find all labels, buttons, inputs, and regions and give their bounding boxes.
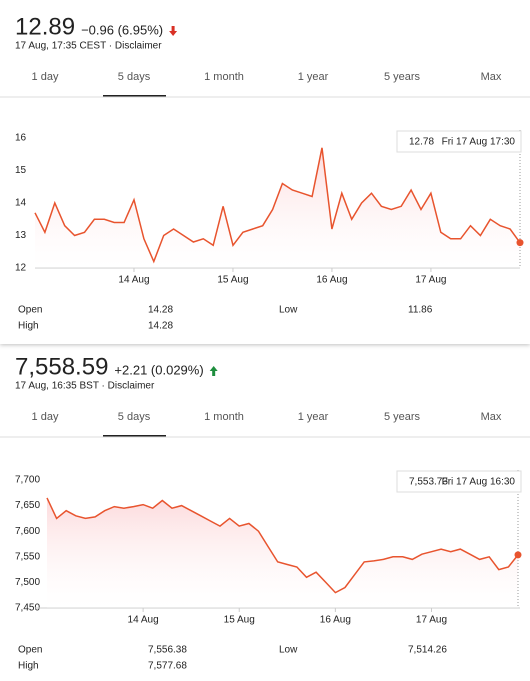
stat-label: Low (279, 305, 298, 316)
tab[interactable]: 5 years (384, 411, 421, 423)
y-tick-label: 7,700 (15, 475, 40, 486)
area-fill (47, 497, 518, 608)
change-arrow (169, 26, 178, 36)
price-change: +2.21 (0.029%) (114, 362, 203, 377)
stat-value: 14.28 (148, 321, 173, 332)
tab[interactable]: 5 years (384, 71, 421, 83)
tab[interactable]: Max (481, 411, 502, 423)
price-line (46, 497, 519, 594)
area-fill (35, 147, 520, 268)
tab[interactable]: 5 days (118, 411, 151, 423)
stat-label: Open (18, 305, 42, 316)
price: 7,558.59 (15, 353, 108, 380)
price-line (34, 147, 521, 264)
timestamp: 17 Aug, 17:35 CEST · Disclaimer (15, 41, 162, 52)
x-tick-label: 15 Aug (224, 615, 255, 626)
stock-widget: 7,558.59 +2.21 (0.029%) 17 Aug, 16:35 BST … (0, 353, 530, 672)
end-dot (514, 551, 522, 559)
x-tick-label: 14 Aug (118, 275, 149, 286)
y-tick-label: 14 (15, 198, 27, 209)
tooltip (396, 130, 522, 153)
y-tick-label: 7,600 (15, 526, 40, 537)
timestamp: 17 Aug, 16:35 BST · Disclaimer (15, 381, 155, 392)
tab[interactable]: 1 month (204, 71, 244, 83)
tab[interactable]: Max (481, 71, 502, 83)
stat-label: Low (279, 645, 298, 656)
tooltip (396, 470, 522, 493)
change-arrow (209, 366, 218, 376)
tooltip-time: Fri 17 Aug 16:30 (442, 477, 516, 488)
tab[interactable]: 1 month (204, 411, 244, 423)
tab[interactable]: 1 day (32, 411, 59, 423)
y-tick-label: 7,650 (15, 500, 40, 511)
stat-label: High (18, 321, 39, 332)
stat-label: High (18, 661, 39, 672)
y-tick-label: 16 (15, 133, 27, 144)
x-tick-label: 16 Aug (320, 615, 351, 626)
x-tick-label: 14 Aug (128, 615, 159, 626)
stat-value: 7,577.68 (148, 661, 187, 672)
price-change: −0.96 (6.95%) (81, 22, 163, 37)
x-tick-label: 16 Aug (316, 275, 347, 286)
tab[interactable]: 1 year (298, 71, 329, 83)
y-tick-label: 7,550 (15, 551, 40, 562)
y-tick-label: 15 (15, 165, 27, 176)
y-tick-label: 7,450 (15, 603, 40, 614)
tooltip-value: 12.78 (409, 137, 434, 148)
tab[interactable]: 5 days (118, 71, 151, 83)
y-tick-label: 7,500 (15, 577, 40, 588)
y-tick-label: 12 (15, 263, 27, 274)
end-dot (516, 239, 524, 247)
tab[interactable]: 1 year (298, 411, 329, 423)
tooltip-time: Fri 17 Aug 17:30 (442, 137, 516, 148)
stat-label: Open (18, 645, 42, 656)
tab[interactable]: 1 day (32, 71, 59, 83)
x-tick-label: 15 Aug (217, 275, 248, 286)
price: 12.89 (15, 13, 75, 40)
stat-value: 11.86 (408, 305, 433, 316)
stat-value: 7,556.38 (148, 645, 187, 656)
x-tick-label: 17 Aug (416, 615, 447, 626)
stat-value: 14.28 (148, 305, 173, 316)
tooltip-value: 7,553.73 (409, 477, 448, 488)
x-tick-label: 17 Aug (415, 275, 446, 286)
stock-widget: 12.89 −0.96 (6.95%) 17 Aug, 17:35 CEST · D… (0, 13, 530, 332)
stat-value: 7,514.26 (408, 645, 447, 656)
y-tick-label: 13 (15, 230, 27, 241)
card (0, 0, 530, 344)
